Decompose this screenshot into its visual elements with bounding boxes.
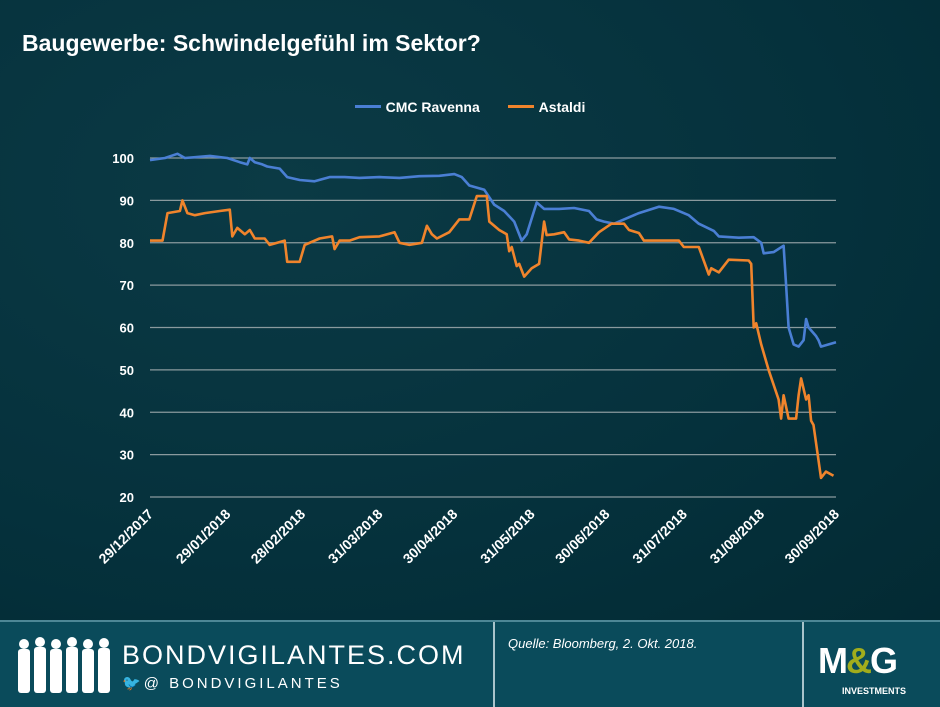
twitter-handle: 🐦@ BONDVIGILANTES xyxy=(122,674,343,692)
twitter-text: @ BONDVIGILANTES xyxy=(143,675,343,692)
x-tick-label: 30/06/2018 xyxy=(552,506,613,567)
footer: BONDVIGILANTES.COM 🐦@ BONDVIGILANTES Que… xyxy=(0,620,940,707)
y-tick-label: 100 xyxy=(112,151,134,166)
logo-subtitle: INVESTMENTS xyxy=(842,686,907,696)
x-tick-label: 31/08/2018 xyxy=(706,506,767,567)
page-title: Baugewerbe: Schwindelgefühl im Sektor? xyxy=(22,30,481,56)
x-tick-label: 30/09/2018 xyxy=(781,506,842,567)
y-tick-label: 40 xyxy=(120,405,134,420)
x-tick-label: 31/07/2018 xyxy=(629,506,690,567)
series-line-astaldi xyxy=(150,194,835,480)
logo-amp: & xyxy=(846,640,872,681)
x-tick-label: 28/02/2018 xyxy=(247,506,308,567)
legend-item-astaldi: Astaldi xyxy=(507,98,586,115)
y-tick-label: 20 xyxy=(120,490,134,505)
twitter-icon: 🐦 xyxy=(122,675,144,692)
legend-swatch-cmc xyxy=(354,105,381,108)
y-tick-label: 30 xyxy=(120,448,134,463)
x-tick-label: 31/03/2018 xyxy=(325,506,386,567)
mg-logo: M&G xyxy=(818,640,898,682)
y-tick-label: 80 xyxy=(120,236,134,251)
divider xyxy=(493,622,495,707)
x-tick-label: 31/05/2018 xyxy=(477,506,538,567)
y-tick-label: 50 xyxy=(120,363,134,378)
x-tick-label: 29/01/2018 xyxy=(173,506,234,567)
legend-item-cmc: CMC Ravenna xyxy=(354,98,480,115)
legend-label-astaldi: Astaldi xyxy=(538,98,586,115)
background xyxy=(0,0,940,620)
x-tick-label: 30/04/2018 xyxy=(400,506,461,567)
y-tick-label: 90 xyxy=(120,193,134,208)
legend-swatch-astaldi xyxy=(507,105,534,108)
x-tick-label: 29/12/2017 xyxy=(95,506,156,567)
people-silhouette-icon xyxy=(18,637,110,693)
y-tick-label: 60 xyxy=(120,321,134,336)
y-tick-label: 70 xyxy=(120,278,134,293)
logo-m: M xyxy=(818,640,848,681)
site-name: BONDVIGILANTES.COM xyxy=(122,640,466,670)
logo-g: G xyxy=(870,640,898,681)
legend: CMC Ravenna Astaldi xyxy=(0,95,940,115)
series-line-cmc-ravenna xyxy=(149,152,837,348)
divider xyxy=(802,622,804,707)
source-note: Quelle: Bloomberg, 2. Okt. 2018. xyxy=(508,636,698,651)
legend-label-cmc: CMC Ravenna xyxy=(385,98,480,115)
